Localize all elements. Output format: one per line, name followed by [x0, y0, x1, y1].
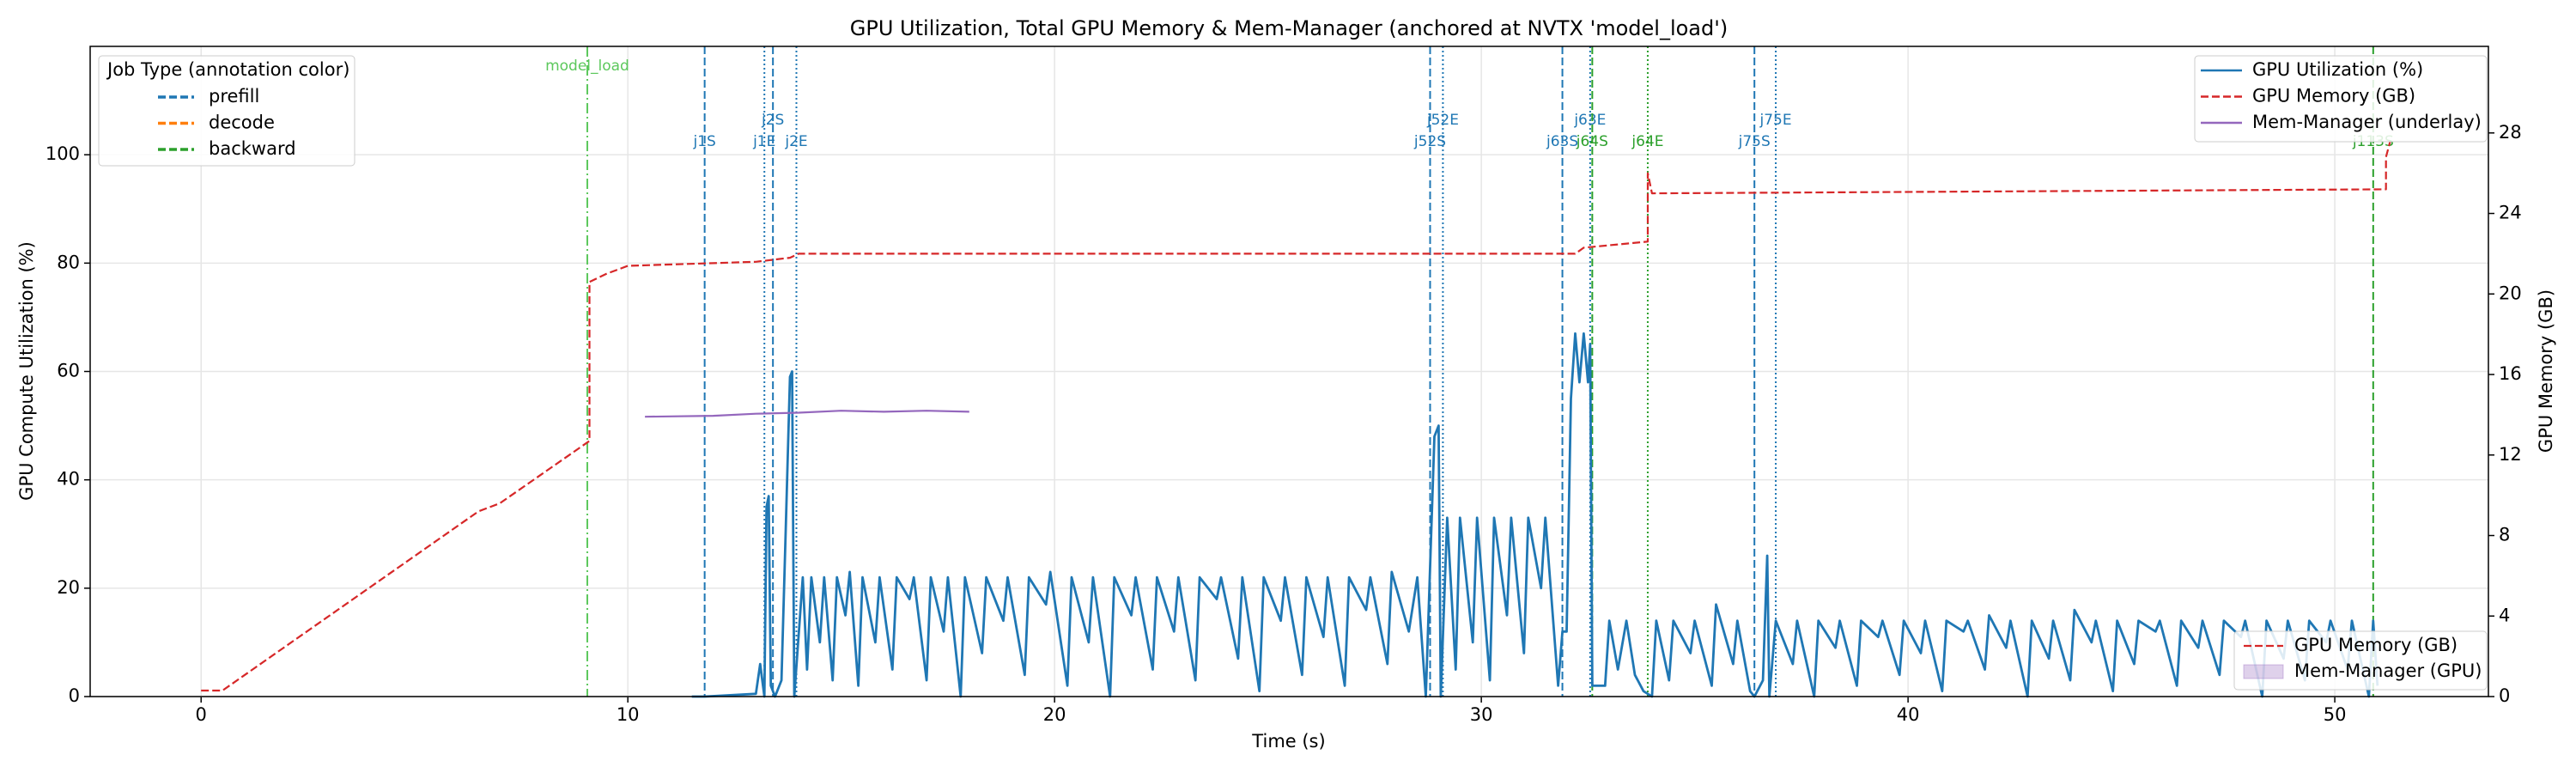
legend-label: GPU Utilization (%): [2252, 59, 2423, 80]
legend-label: Mem-Manager (GPU): [2294, 660, 2482, 681]
annotation-label: j52E: [1426, 112, 1459, 129]
x-tick-label: 0: [196, 704, 207, 725]
y2-tick-label: 0: [2499, 685, 2510, 706]
legend-box: [98, 55, 355, 167]
axes-frame: [89, 46, 2489, 697]
y2-tick-label: 24: [2499, 203, 2522, 223]
y2-tick-label: 4: [2499, 605, 2510, 625]
annotation-label: j52S: [1413, 133, 1446, 150]
legend-label: GPU Memory (GB): [2294, 635, 2458, 655]
annotation-label: model_load: [545, 58, 629, 75]
y-tick-label: 60: [57, 361, 80, 381]
y2-tick-label: 16: [2499, 363, 2522, 384]
legend-label: GPU Memory (GB): [2252, 86, 2415, 107]
legend-title: Job Type (annotation color): [106, 59, 349, 80]
annotation-label: j75E: [1759, 112, 1791, 129]
annotation-label: j2E: [784, 133, 807, 150]
y-tick-label: 40: [57, 469, 80, 490]
legend-label: Mem-Manager (underlay): [2252, 112, 2482, 132]
series-line: [201, 140, 2391, 692]
annotation-label: j64E: [1631, 133, 1663, 150]
y2-axis-label: GPU Memory (GB): [2536, 289, 2556, 453]
legend-swatch: [2243, 664, 2284, 679]
annotation-label: j1S: [692, 133, 715, 150]
annotation-label: j1E: [752, 133, 775, 150]
annotation-label: j63S: [1546, 133, 1578, 150]
y2-tick-label: 20: [2499, 283, 2522, 303]
x-axis-label: Time (s): [1251, 731, 1325, 752]
y2-tick-label: 28: [2499, 122, 2522, 143]
y-tick-label: 80: [57, 252, 80, 272]
y-axis-label: GPU Compute Utilization (%): [16, 241, 37, 501]
y-tick-label: 20: [57, 577, 80, 598]
annotation-label: j75S: [1738, 133, 1771, 150]
x-tick-label: 10: [617, 704, 640, 725]
y2-tick-label: 12: [2499, 444, 2522, 465]
x-tick-label: 40: [1897, 704, 1920, 725]
series-line: [645, 410, 969, 418]
legend-label: decode: [209, 113, 275, 133]
legend-label: prefill: [209, 86, 259, 107]
x-tick-label: 20: [1043, 704, 1066, 725]
annotation-label: j64S: [1576, 133, 1608, 150]
y-tick-label: 0: [69, 685, 80, 706]
chart-title: GPU Utilization, Total GPU Memory & Mem-…: [850, 16, 1728, 40]
x-tick-label: 30: [1470, 704, 1493, 725]
annotation-label: j2S: [761, 112, 784, 129]
legend-box: [2233, 630, 2488, 691]
y2-tick-label: 8: [2499, 525, 2510, 545]
x-tick-label: 50: [2324, 704, 2347, 725]
y-tick-label: 100: [46, 143, 80, 164]
legend-label: backward: [209, 138, 296, 159]
annotation-label: j63E: [1573, 112, 1606, 129]
series-line: [691, 332, 2379, 698]
legend-box: [2194, 55, 2488, 143]
